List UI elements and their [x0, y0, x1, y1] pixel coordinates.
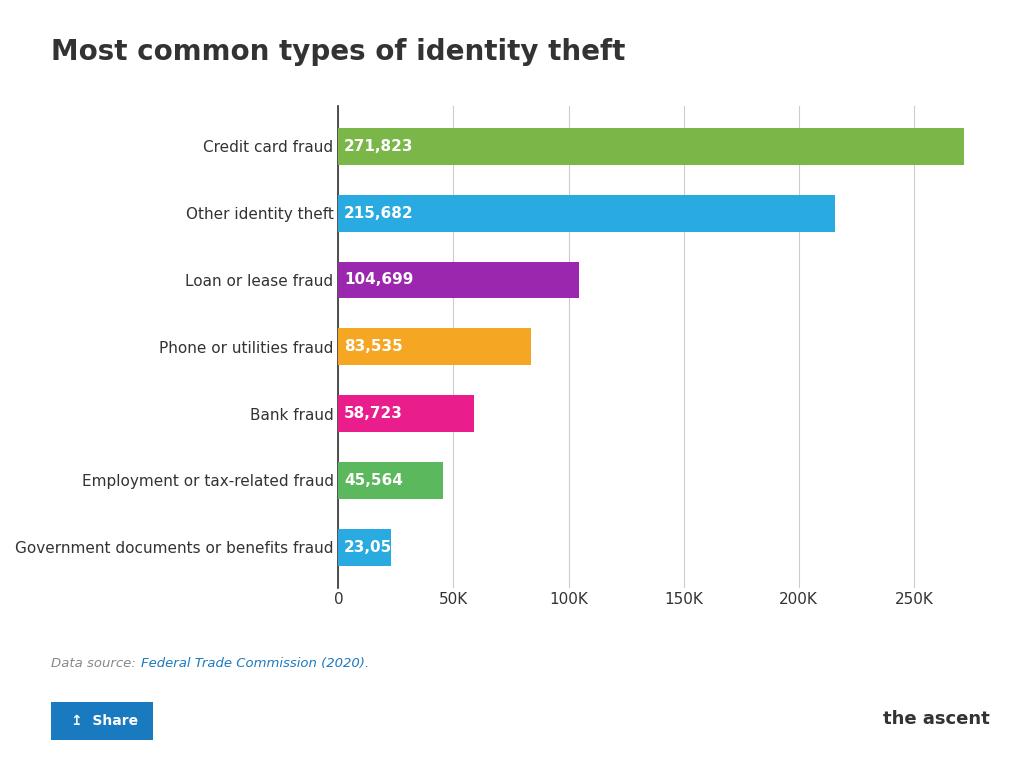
- Bar: [338, 195, 835, 231]
- Text: 215,682: 215,682: [344, 206, 414, 221]
- Bar: [338, 462, 443, 499]
- Bar: [338, 329, 531, 365]
- FancyBboxPatch shape: [41, 698, 163, 744]
- Text: 104,699: 104,699: [344, 272, 414, 288]
- Bar: [338, 395, 474, 432]
- Text: 58,723: 58,723: [344, 406, 403, 421]
- Text: Federal Trade Commission (2020).: Federal Trade Commission (2020).: [141, 657, 369, 669]
- Text: 83,535: 83,535: [344, 339, 403, 354]
- Text: Most common types of identity theft: Most common types of identity theft: [51, 38, 626, 66]
- Text: 23,052: 23,052: [344, 540, 403, 555]
- Bar: [338, 529, 391, 565]
- Text: 271,823: 271,823: [344, 139, 414, 154]
- Text: 45,564: 45,564: [344, 473, 403, 488]
- Text: Data source:: Data source:: [51, 657, 140, 669]
- Bar: [338, 128, 964, 165]
- Bar: [338, 262, 579, 298]
- Text: ↥  Share: ↥ Share: [70, 714, 138, 728]
- Text: the ascent: the ascent: [883, 710, 990, 728]
